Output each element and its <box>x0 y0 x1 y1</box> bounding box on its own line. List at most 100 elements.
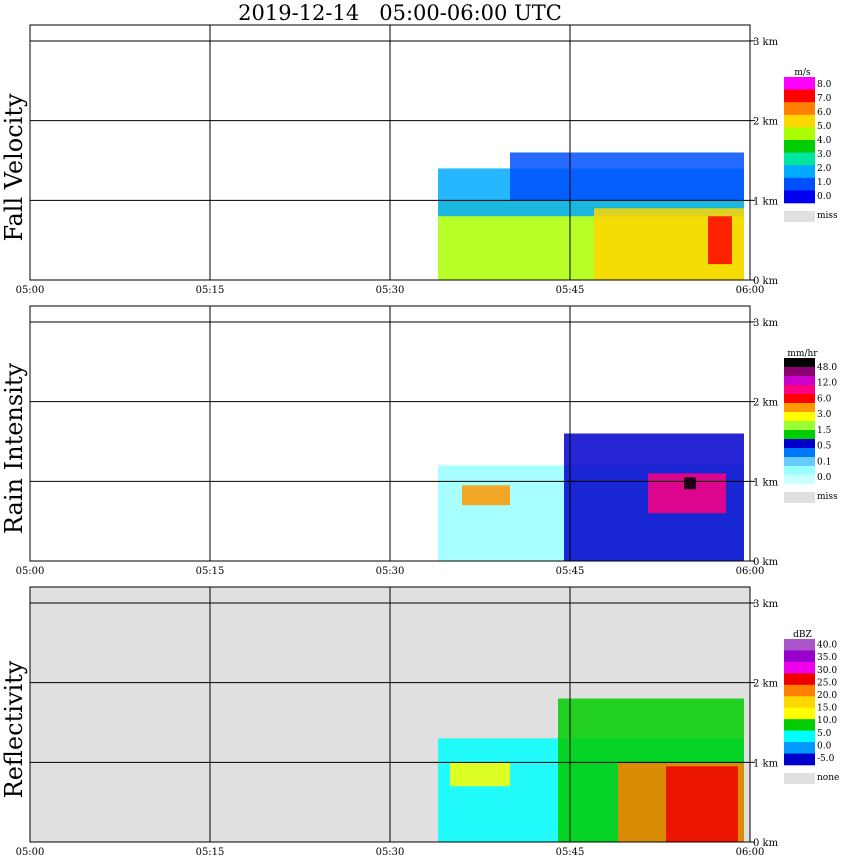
legend-level-label: -5.0 <box>817 754 835 764</box>
panel-title: Rain Intensity <box>0 363 28 535</box>
x-tick-label: 05:15 <box>196 285 225 296</box>
x-tick-label: 05:45 <box>556 566 585 577</box>
legend-swatch <box>784 385 815 395</box>
legend-swatch <box>784 190 815 204</box>
chart-title: 2019-12-14 05:00-06:00 UTC <box>238 1 562 25</box>
legend-swatch <box>784 639 815 651</box>
legend-level-label: 5.0 <box>817 122 832 132</box>
y-tick-label: 3 km <box>753 37 779 48</box>
legend-level-label: 10.0 <box>817 716 837 726</box>
legend-swatch <box>784 650 815 663</box>
legend-level-label: 20.0 <box>817 691 837 701</box>
legend-unit: mm/hr <box>787 349 818 359</box>
data-region <box>462 485 510 506</box>
legend-swatch <box>784 719 815 731</box>
panel-reflectivity: 0 km 1 km 2 km 3 km 05:00 05:15 05:30 05:45 06:0… <box>0 586 839 858</box>
legend-swatch <box>784 376 815 386</box>
x-tick-label: 05:00 <box>16 285 45 296</box>
legend-missing-label: none <box>817 773 839 783</box>
legend-swatch <box>784 696 815 709</box>
legend-level-label: 1.0 <box>817 178 832 188</box>
y-tick-label: 0 km <box>753 838 779 849</box>
legend-level-label: 0.1 <box>817 457 831 467</box>
legend-level-label: 7.0 <box>817 94 832 104</box>
legend-level-label: 40.0 <box>817 641 837 651</box>
legend-swatch <box>784 742 815 754</box>
y-tick-label: 1 km <box>753 758 779 769</box>
legend-swatch <box>784 152 815 166</box>
legend-swatch <box>784 114 815 128</box>
legend-level-label: 25.0 <box>817 678 837 688</box>
y-tick-label: 2 km <box>753 117 779 128</box>
legend-missing-swatch <box>784 211 815 222</box>
legend-unit: dBZ <box>793 630 812 640</box>
y-tick-label: 2 km <box>753 679 779 690</box>
x-tick-label: 05:00 <box>16 847 45 858</box>
y-tick-label: 3 km <box>753 599 779 610</box>
data-region <box>684 477 696 490</box>
legend-level-label: 0.0 <box>817 473 832 483</box>
legend-level-label: 0.0 <box>817 192 832 202</box>
legend-level-label: 15.0 <box>817 704 837 714</box>
legend-swatch <box>784 89 815 103</box>
legend-level-label: 48.0 <box>817 363 837 373</box>
legend-missing-swatch <box>784 773 815 784</box>
legend-swatch <box>784 165 815 179</box>
y-tick-label: 1 km <box>753 196 779 207</box>
legend-swatch <box>784 730 815 743</box>
panel-title: Fall Velocity <box>0 93 28 242</box>
plot-frame <box>29 24 751 281</box>
legend-swatch <box>784 412 815 422</box>
legend-level-label: 3.0 <box>817 410 832 420</box>
legend-missing-swatch <box>784 492 815 503</box>
x-tick-label: 06:00 <box>736 285 765 296</box>
legend-swatch <box>784 430 815 440</box>
y-tick-label: 3 km <box>753 318 779 329</box>
y-tick-label: 0 km <box>753 557 779 568</box>
legend-swatch <box>784 367 815 377</box>
legend-swatch <box>784 661 815 674</box>
panel-fall-velocity: 0 km 1 km 2 km 3 km 05:00 05:15 05:30 05:45 06:0… <box>0 24 838 296</box>
legend-swatch <box>784 77 815 90</box>
legend-swatch <box>784 475 815 485</box>
data-region <box>666 766 738 842</box>
legend-swatch <box>784 457 815 467</box>
data-region <box>510 152 744 201</box>
x-tick-label: 05:45 <box>556 847 585 858</box>
legend-swatch <box>784 421 815 431</box>
legend-swatch <box>784 466 815 476</box>
legend-level-label: 8.0 <box>817 80 832 90</box>
x-tick-label: 05:00 <box>16 566 45 577</box>
x-tick-label: 06:00 <box>736 566 765 577</box>
legend-level-label: 35.0 <box>817 653 837 663</box>
legend-level-label: 30.0 <box>817 666 837 676</box>
legend-level-label: 6.0 <box>817 108 832 118</box>
legend-unit: m/s <box>794 68 811 78</box>
legend-level-label: 0.5 <box>817 442 832 452</box>
x-tick-label: 05:15 <box>196 847 225 858</box>
y-tick-label: 0 km <box>753 276 779 287</box>
legend-level-label: 0.0 <box>817 741 832 751</box>
legend-swatch <box>784 102 815 116</box>
legend-swatch <box>784 448 815 458</box>
legend-swatch <box>784 177 815 191</box>
legend-swatch <box>784 753 815 766</box>
plot-frame <box>29 586 751 843</box>
legend-swatch <box>784 358 815 368</box>
x-tick-label: 05:15 <box>196 566 225 577</box>
data-region <box>708 216 732 265</box>
x-tick-label: 05:30 <box>376 566 405 577</box>
legend-level-label: 1.5 <box>817 426 832 436</box>
legend-swatch <box>784 684 815 697</box>
legend-level-label: 2.0 <box>817 164 832 174</box>
data-region <box>450 762 510 787</box>
panel-title: Reflectivity <box>0 660 28 798</box>
x-tick-label: 05:45 <box>556 285 585 296</box>
chart-panels: 0 km 1 km 2 km 3 km 05:00 05:15 05:30 05:45 06:0… <box>0 24 839 858</box>
y-tick-label: 2 km <box>753 398 779 409</box>
x-tick-label: 05:30 <box>376 285 405 296</box>
panel-rain-intensity: 0 km 1 km 2 km 3 km 05:00 05:15 05:30 05:45 06:0… <box>0 305 838 577</box>
legend-level-label: 4.0 <box>817 136 832 146</box>
legend-swatch <box>784 127 815 141</box>
